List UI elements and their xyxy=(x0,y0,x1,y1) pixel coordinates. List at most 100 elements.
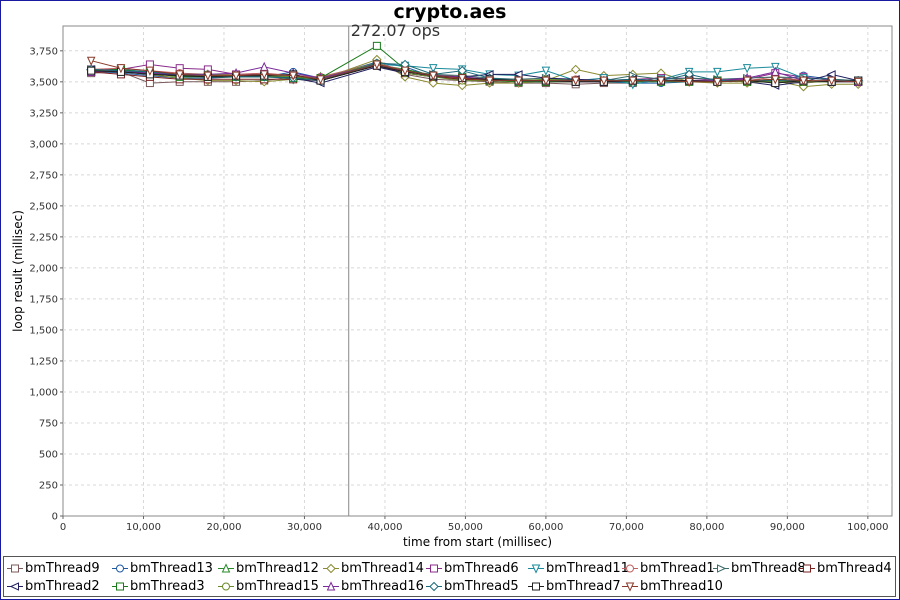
data-point xyxy=(428,78,438,88)
data-point xyxy=(86,56,96,66)
y-tick-label: 2,000 xyxy=(29,263,58,274)
data-point xyxy=(771,75,780,85)
x-tick-label: 100,000 xyxy=(847,522,888,533)
data-point xyxy=(541,66,551,76)
legend-marker xyxy=(9,582,19,591)
legend-swatch xyxy=(218,563,234,573)
legend-marker xyxy=(116,582,124,591)
data-point xyxy=(400,66,410,76)
data-point xyxy=(628,76,638,86)
x-axis-label: time from start (millisec) xyxy=(403,535,552,549)
legend-label: bmThread4 xyxy=(817,561,892,576)
data-point xyxy=(87,66,96,75)
legend-marker xyxy=(429,581,439,592)
legend: bmThread9 bmThread13 bmThread12 bmThread14 b… xyxy=(3,556,896,597)
data-point xyxy=(742,64,752,74)
legend-marker xyxy=(116,564,124,573)
legend-marker xyxy=(717,564,727,573)
data-point xyxy=(316,75,325,85)
data-point xyxy=(827,76,836,86)
y-tick-label: 2,500 xyxy=(29,201,58,212)
legend-label: bmThread9 xyxy=(25,561,100,576)
legend-marker xyxy=(222,582,230,591)
data-point xyxy=(428,71,438,81)
legend-label: bmThread5 xyxy=(444,579,519,594)
legend-swatch xyxy=(426,564,442,573)
legend-swatch xyxy=(112,564,128,573)
legend-label: bmThread11 xyxy=(546,561,629,576)
data-point xyxy=(514,76,523,86)
data-point xyxy=(541,76,551,86)
marker-label: 272.07 ops xyxy=(351,21,440,40)
x-tick-label: 90,000 xyxy=(770,522,805,533)
legend-marker xyxy=(11,564,19,573)
y-tick-label: 3,500 xyxy=(29,77,58,88)
data-point xyxy=(145,66,155,76)
legend-swatch xyxy=(323,563,339,574)
x-tick-label: 70,000 xyxy=(609,522,644,533)
legend-label: bmThread15 xyxy=(236,579,319,594)
data-point xyxy=(713,67,722,78)
y-tick-label: 0 xyxy=(52,512,58,523)
data-point xyxy=(799,76,808,86)
y-tick-label: 1,250 xyxy=(29,356,58,367)
x-tick-label: 40,000 xyxy=(367,522,402,533)
legend-marker xyxy=(626,564,634,573)
legend-label: bmThread3 xyxy=(130,579,205,594)
y-tick-label: 1,750 xyxy=(29,294,58,305)
y-tick-label: 750 xyxy=(39,418,58,429)
x-tick-label: 60,000 xyxy=(528,522,563,533)
legend-label: bmThread1 xyxy=(640,561,715,576)
legend-label: bmThread13 xyxy=(130,561,213,576)
legend-swatch xyxy=(713,564,729,573)
data-point xyxy=(853,77,863,88)
legend-swatch xyxy=(622,582,638,592)
y-tick-label: 250 xyxy=(39,480,58,491)
legend-swatch xyxy=(528,564,544,574)
x-tick-label: 20,000 xyxy=(206,522,241,533)
legend-label: bmThread2 xyxy=(25,579,100,594)
data-point xyxy=(570,64,581,75)
y-tick-label: 1,500 xyxy=(29,325,58,336)
data-point xyxy=(713,77,722,88)
y-tick-label: 1,000 xyxy=(29,387,58,398)
legend-marker xyxy=(430,564,438,573)
legend-swatch xyxy=(426,581,442,592)
legend-marker xyxy=(803,564,811,573)
legend-swatch xyxy=(7,582,23,591)
data-point xyxy=(457,74,467,84)
series-bmThread10 xyxy=(86,56,863,88)
data-point xyxy=(372,41,381,50)
data-point xyxy=(485,76,494,86)
chart-title: crypto.aes xyxy=(393,1,507,23)
data-point xyxy=(203,71,213,81)
legend-swatch xyxy=(528,582,544,591)
legend-label: bmThread12 xyxy=(236,561,319,576)
y-tick-label: 500 xyxy=(39,449,58,460)
legend-label: bmThread6 xyxy=(444,561,519,576)
legend-swatch xyxy=(799,564,815,573)
legend-label: bmThread10 xyxy=(640,579,723,594)
y-tick-label: 3,750 xyxy=(29,46,58,57)
legend-label: bmThread8 xyxy=(731,561,806,576)
y-tick-label: 2,250 xyxy=(29,232,58,243)
y-tick-label: 3,000 xyxy=(29,139,58,150)
legend-swatch xyxy=(7,564,23,573)
y-axis-label: loop result (millisec) xyxy=(11,210,25,332)
data-point xyxy=(684,77,694,88)
x-tick-label: 10,000 xyxy=(126,522,161,533)
data-point xyxy=(175,70,184,80)
chart-area: 0 250 500 750 1,000 1,250 1,500 1,750 2,000 2,250… xyxy=(11,21,893,549)
data-point xyxy=(571,76,580,86)
data-point xyxy=(288,71,298,81)
x-tick-label: 30,000 xyxy=(287,522,322,533)
legend-swatch xyxy=(323,581,339,591)
x-tick-label: 0 xyxy=(60,522,66,533)
legend-label: bmThread14 xyxy=(341,561,424,576)
legend-label: bmThread16 xyxy=(341,579,424,594)
legend-swatch xyxy=(622,564,638,573)
data-point xyxy=(259,70,269,80)
legend-swatch xyxy=(112,582,128,591)
data-point xyxy=(428,64,438,74)
x-tick-label: 80,000 xyxy=(689,522,724,533)
